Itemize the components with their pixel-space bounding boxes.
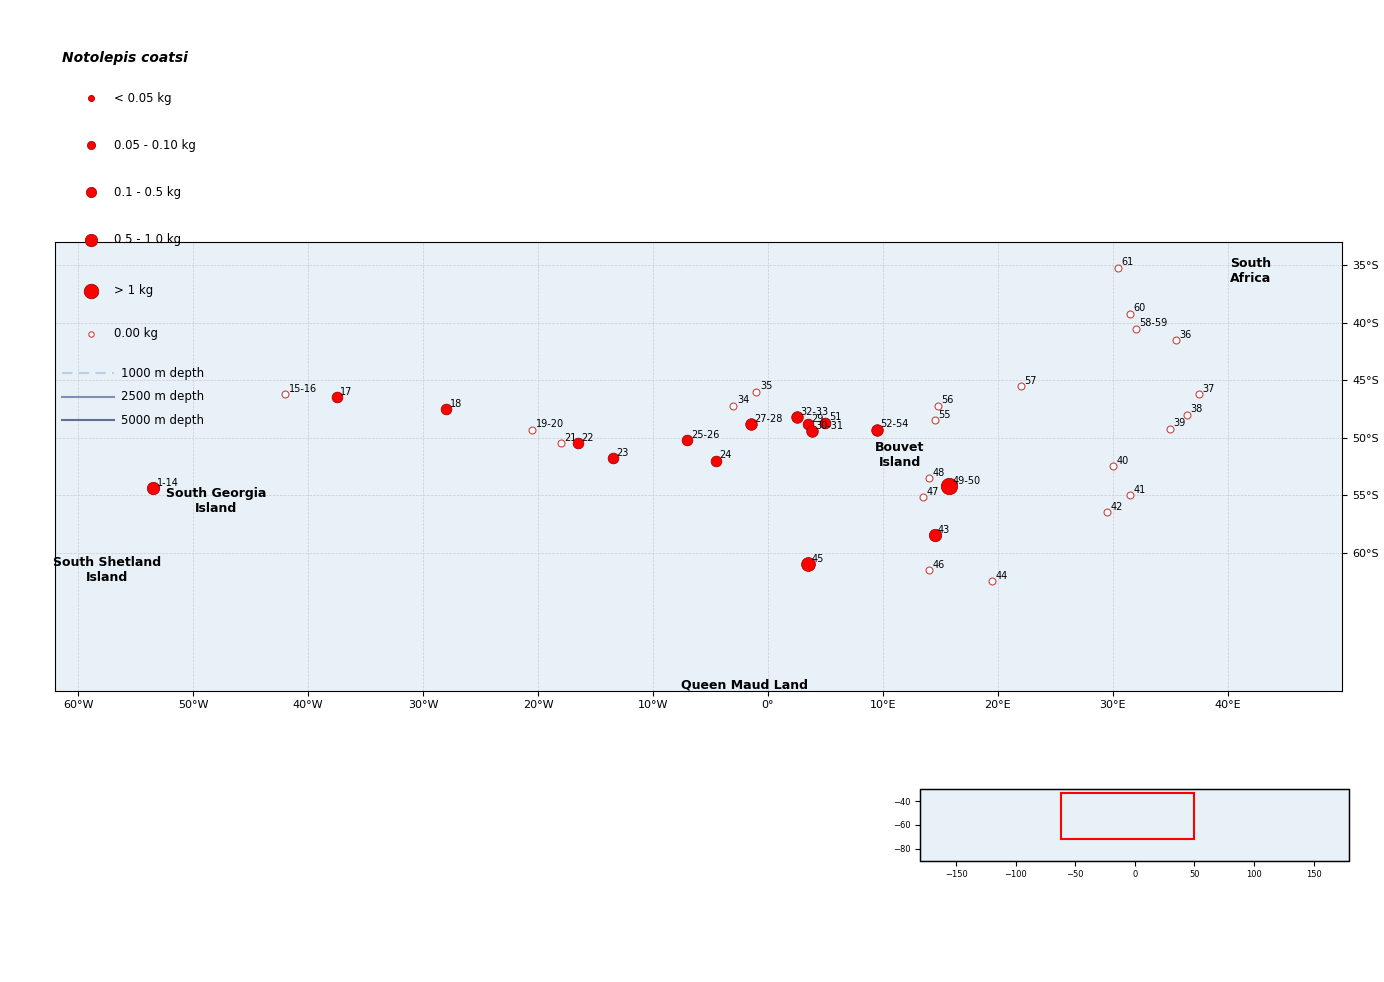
Text: 17: 17: [340, 387, 353, 397]
Point: [80, 232, 102, 247]
Text: 1000 m depth: 1000 m depth: [122, 366, 205, 380]
Text: 58-59: 58-59: [1139, 318, 1167, 328]
Text: 23: 23: [616, 448, 628, 459]
Text: 22: 22: [581, 433, 594, 443]
Text: 32-33: 32-33: [800, 407, 828, 416]
Text: 51: 51: [829, 412, 841, 422]
Text: Notolepis coatsi: Notolepis coatsi: [62, 51, 188, 65]
Point: [923, 527, 945, 543]
Text: Bouvet
Island: Bouvet Island: [875, 441, 925, 469]
Point: [739, 416, 761, 432]
Text: South Georgia
Island: South Georgia Island: [166, 487, 267, 515]
Text: 60: 60: [1133, 303, 1146, 313]
Point: [325, 390, 347, 406]
Point: [866, 422, 889, 438]
Text: 39: 39: [1174, 418, 1186, 428]
Text: 43: 43: [938, 525, 951, 535]
Text: 56: 56: [941, 395, 954, 406]
Point: [80, 283, 102, 299]
Point: [800, 423, 822, 439]
Text: 19-20: 19-20: [536, 419, 563, 429]
Text: 47: 47: [926, 487, 938, 497]
Text: 35: 35: [760, 381, 772, 392]
Text: 38: 38: [1190, 405, 1203, 414]
Text: 24: 24: [720, 451, 732, 461]
Point: [602, 451, 624, 466]
Text: 29: 29: [811, 413, 823, 423]
Text: 45: 45: [811, 554, 823, 564]
Text: < 0.05 kg: < 0.05 kg: [113, 91, 172, 105]
Text: 57: 57: [1024, 376, 1037, 386]
Text: 18: 18: [450, 399, 462, 409]
Point: [143, 480, 165, 496]
Text: 61: 61: [1122, 257, 1133, 267]
Text: Queen Maud Land: Queen Maud Land: [681, 679, 808, 691]
Text: 55: 55: [938, 410, 951, 420]
Text: 30-31: 30-31: [815, 420, 843, 430]
Text: 44: 44: [995, 572, 1008, 581]
Text: South Shetland
Island: South Shetland Island: [53, 556, 161, 584]
Text: 25-26: 25-26: [691, 430, 720, 440]
Text: 0.1 - 0.5 kg: 0.1 - 0.5 kg: [113, 186, 181, 199]
Point: [435, 401, 457, 416]
Point: [80, 326, 102, 342]
Text: 0.5 - 1.0 kg: 0.5 - 1.0 kg: [113, 233, 181, 246]
Point: [80, 90, 102, 106]
Text: South
Africa: South Africa: [1230, 257, 1271, 285]
Point: [786, 409, 808, 425]
Text: 52-54: 52-54: [880, 419, 909, 429]
Point: [677, 432, 699, 448]
Point: [938, 478, 960, 494]
Point: [814, 415, 836, 431]
Text: 40: 40: [1116, 457, 1128, 466]
Text: 46: 46: [933, 560, 944, 570]
Point: [704, 453, 727, 468]
Text: 37: 37: [1203, 384, 1215, 394]
Text: 15-16: 15-16: [289, 384, 317, 394]
Text: 48: 48: [933, 467, 944, 477]
Text: 0.00 kg: 0.00 kg: [113, 327, 158, 341]
Text: > 1 kg: > 1 kg: [113, 284, 154, 298]
Text: 1-14: 1-14: [156, 478, 179, 488]
Text: 42: 42: [1110, 502, 1122, 513]
Text: 49-50: 49-50: [954, 475, 981, 486]
Point: [80, 185, 102, 200]
Point: [567, 436, 590, 452]
Text: 2500 m depth: 2500 m depth: [122, 390, 205, 404]
Text: 27-28: 27-28: [754, 413, 782, 423]
Point: [80, 137, 102, 153]
Text: 5000 m depth: 5000 m depth: [122, 413, 205, 427]
Text: 34: 34: [736, 395, 749, 406]
Bar: [1062, 792, 1194, 840]
Point: [797, 416, 819, 432]
Text: 36: 36: [1179, 330, 1192, 340]
Point: [797, 556, 819, 572]
Text: 21: 21: [565, 433, 577, 443]
Text: 41: 41: [1133, 485, 1146, 495]
Text: 0.05 - 0.10 kg: 0.05 - 0.10 kg: [113, 138, 197, 152]
